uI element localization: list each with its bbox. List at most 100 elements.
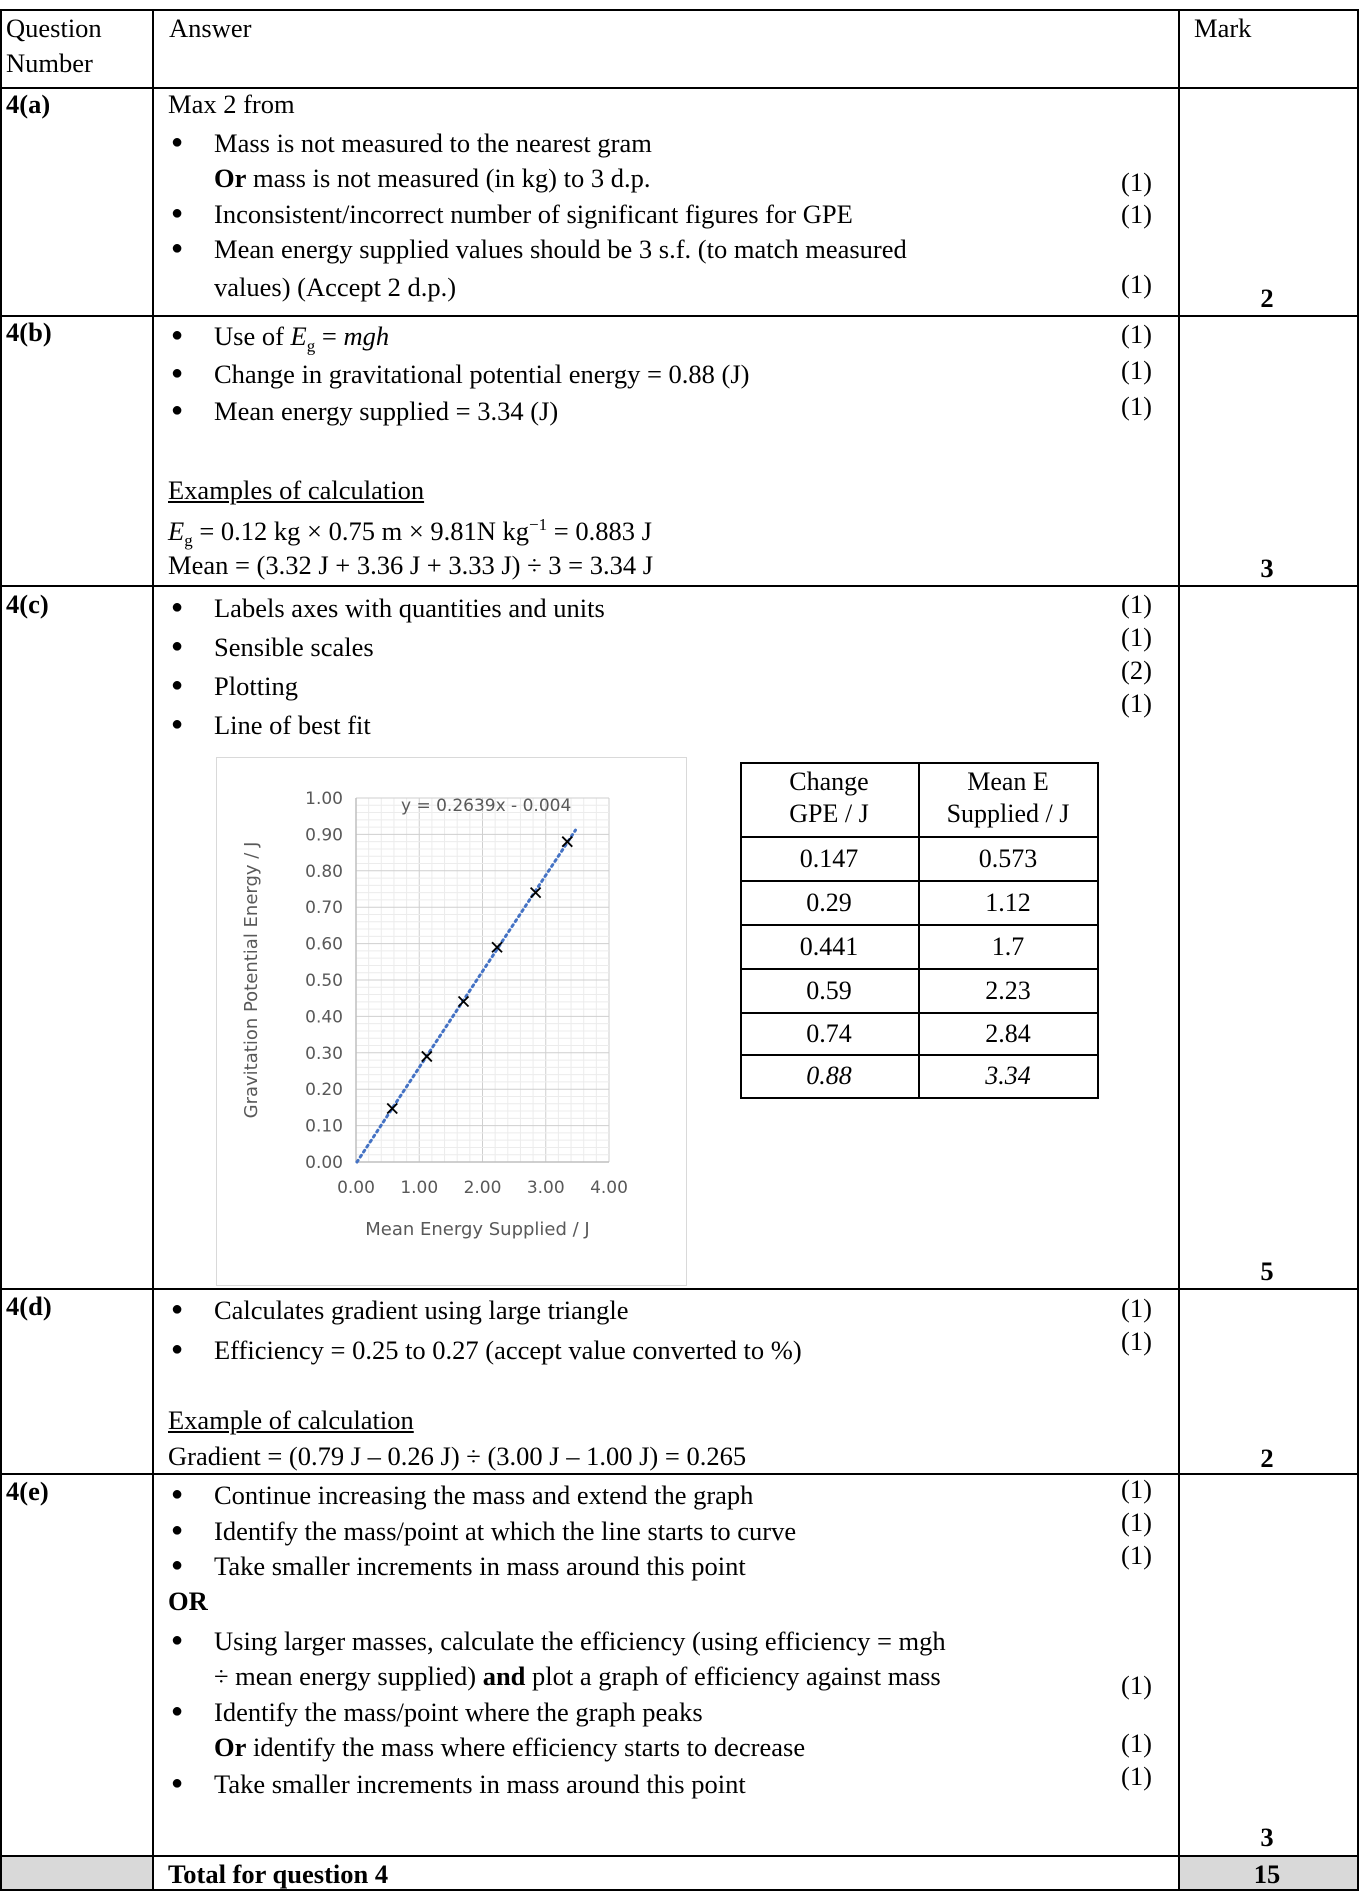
q4e-bullet4-line1: Using larger masses, calculate the effic…: [214, 1626, 946, 1656]
table-cell-energy: 0.573: [978, 844, 1038, 873]
bullet-icon: ●: [171, 635, 184, 657]
bullet-icon: ●: [171, 1483, 184, 1505]
q4d-example-heading: Example of calculation: [168, 1405, 414, 1435]
bullet-icon: ●: [171, 131, 184, 153]
y-tick-label: 1.00: [305, 789, 343, 809]
y-tick-label: 0.20: [305, 1080, 343, 1100]
q4d-calc: Gradient = (0.79 J – 0.26 J) ÷ (3.00 J –…: [168, 1441, 747, 1471]
q4b-mark-3: (1): [1121, 391, 1152, 421]
header-question-number-line2: Number: [6, 48, 93, 78]
chart-svg: 0.00 0.10 0.20 0.30 0.40 0.50 0.60 0.70 0.80 0.90…: [241, 789, 628, 1240]
q4c-bullet3: Plotting: [214, 671, 298, 701]
y-axis-label: Gravitation Potential Energy / J: [241, 842, 262, 1119]
q4a-mark-1: (1): [1121, 167, 1152, 197]
bullet-icon: ●: [171, 202, 184, 224]
q4c-mark-1: (1): [1121, 589, 1152, 619]
data-point-marker: [421, 1050, 433, 1063]
y-tick-label: 0.50: [305, 971, 343, 991]
gpe-data-table: Change GPE / J Mean E Supplied / J 0.147…: [740, 762, 1099, 1099]
q4a-bullet1-line2: Or mass is not measured (in kg) to 3 d.p…: [214, 163, 651, 193]
q4e-bullet6: Take smaller increments in mass around t…: [214, 1769, 746, 1799]
q4e-mark-3: (1): [1121, 1540, 1152, 1570]
q4e-mark-6: (1): [1121, 1761, 1152, 1791]
y-tick-label: 0.10: [305, 1117, 343, 1137]
q4e-mark-4: (1): [1121, 1670, 1152, 1700]
table-cell-gpe: 0.147: [799, 844, 859, 873]
q4c-bullet4: Line of best fit: [214, 710, 371, 740]
q4e-bullet3: Take smaller increments in mass around t…: [214, 1551, 746, 1581]
q4e-bullet5-line2: Or identify the mass where efficiency st…: [214, 1732, 806, 1762]
q4c-bullet1: Labels axes with quantities and units: [214, 593, 605, 623]
q4b-mark-2: (1): [1121, 355, 1152, 385]
table-cell-energy: 2.84: [985, 1019, 1031, 1048]
bullet-icon: ●: [171, 674, 184, 696]
data-point-marker: [386, 1102, 398, 1115]
gpe-vs-energy-chart: 0.00 0.10 0.20 0.30 0.40 0.50 0.60 0.70 0.80 0.90…: [216, 757, 687, 1286]
bullet-icon: ●: [171, 596, 184, 618]
question-4c-number: 4(c): [6, 589, 49, 619]
header-question-number-line1: Question: [6, 13, 102, 43]
y-tick-label: 0.30: [305, 1044, 343, 1064]
bullet-icon: ●: [171, 237, 184, 259]
question-4b-number: 4(b): [6, 317, 52, 347]
q4b-mark-1: (1): [1121, 319, 1152, 349]
q4a-total-mark: 2: [1260, 283, 1274, 313]
q4e-bullet4-line2: ÷ mean energy supplied) and plot a graph…: [214, 1661, 941, 1691]
y-tick-label: 0.70: [305, 898, 343, 918]
q4b-calc-line2: Mean = (3.32 J + 3.36 J + 3.33 J) ÷ 3 = …: [168, 550, 654, 580]
q4d-mark-2: (1): [1121, 1326, 1152, 1356]
question-4e-number: 4(e): [6, 1476, 49, 1506]
table-cell-energy: 2.23: [985, 976, 1031, 1005]
q4e-mark-1: (1): [1121, 1474, 1152, 1504]
q4a-bullet2: Inconsistent/incorrect number of signifi…: [214, 199, 853, 229]
table-header-energy-line2: Supplied / J: [946, 799, 1070, 828]
q4b-bullet3: Mean energy supplied = 3.34 (J): [214, 396, 559, 426]
q4d-total-mark: 2: [1260, 1443, 1274, 1473]
q4c-mark-3: (2): [1121, 655, 1152, 685]
question-4a-number: 4(a): [6, 89, 51, 119]
header-answer: Answer: [169, 13, 252, 43]
bullet-icon: ●: [171, 1298, 184, 1320]
table-cell-gpe: 0.59: [806, 976, 852, 1005]
data-point-marker: [457, 995, 470, 1008]
x-tick-label: 2.00: [464, 1178, 502, 1198]
table-cell-gpe: 0.88: [806, 1061, 852, 1090]
q4a-bullet1-line1: Mass is not measured to the nearest gram: [214, 128, 652, 158]
bullet-icon: ●: [171, 1338, 184, 1360]
table-cell-energy: 1.7: [991, 932, 1025, 961]
y-tick-label: 0.90: [305, 825, 343, 845]
q4a-mark-3: (1): [1121, 269, 1152, 299]
q4b-total-mark: 3: [1260, 553, 1274, 583]
table-cell-gpe: 0.441: [799, 932, 859, 961]
footer-shade-mark: [1180, 1857, 1357, 1891]
table-header-energy-line1: Mean E: [967, 767, 1049, 796]
q4b-examples-heading: Examples of calculation: [168, 475, 425, 505]
q4c-total-mark: 5: [1260, 1256, 1274, 1286]
y-tick-label: 0.40: [305, 1007, 343, 1027]
footer-shade-left: [2, 1857, 152, 1891]
q4e-bullet5-line1: Identify the mass/point where the graph …: [214, 1697, 703, 1727]
table-header-gpe-line1: Change: [789, 767, 869, 796]
table-cell-gpe: 0.74: [806, 1019, 852, 1048]
q4c-mark-4: (1): [1121, 688, 1152, 718]
x-axis-label: Mean Energy Supplied / J: [365, 1219, 590, 1240]
data-point-marker: [529, 887, 542, 899]
q4e-or: OR: [168, 1586, 208, 1616]
total-label: Total for question 4: [168, 1859, 389, 1889]
question-4d-number: 4(d): [6, 1291, 52, 1321]
x-tick-label: 0.00: [337, 1178, 375, 1198]
q4e-bullet1: Continue increasing the mass and extend …: [214, 1480, 754, 1510]
total-mark: 15: [1253, 1859, 1281, 1889]
y-tick-label: 0.80: [305, 862, 343, 882]
q4e-mark-5: (1): [1121, 1728, 1152, 1758]
bullet-icon: ●: [171, 362, 184, 384]
q4e-mark-2: (1): [1121, 1507, 1152, 1537]
q4b-calc-line1: Eg = 0.12 kg × 0.75 m × 9.81N kg−1 = 0.8…: [168, 515, 652, 551]
bullet-icon: ●: [171, 324, 184, 346]
y-tick-label: 0.00: [305, 1153, 343, 1173]
x-tick-label: 1.00: [400, 1178, 438, 1198]
x-tick-label: 3.00: [527, 1178, 565, 1198]
q4a-bullet3-line1: Mean energy supplied values should be 3 …: [214, 234, 907, 264]
bullet-icon: ●: [171, 399, 184, 421]
q4e-bullet2: Identify the mass/point at which the lin…: [214, 1516, 797, 1546]
